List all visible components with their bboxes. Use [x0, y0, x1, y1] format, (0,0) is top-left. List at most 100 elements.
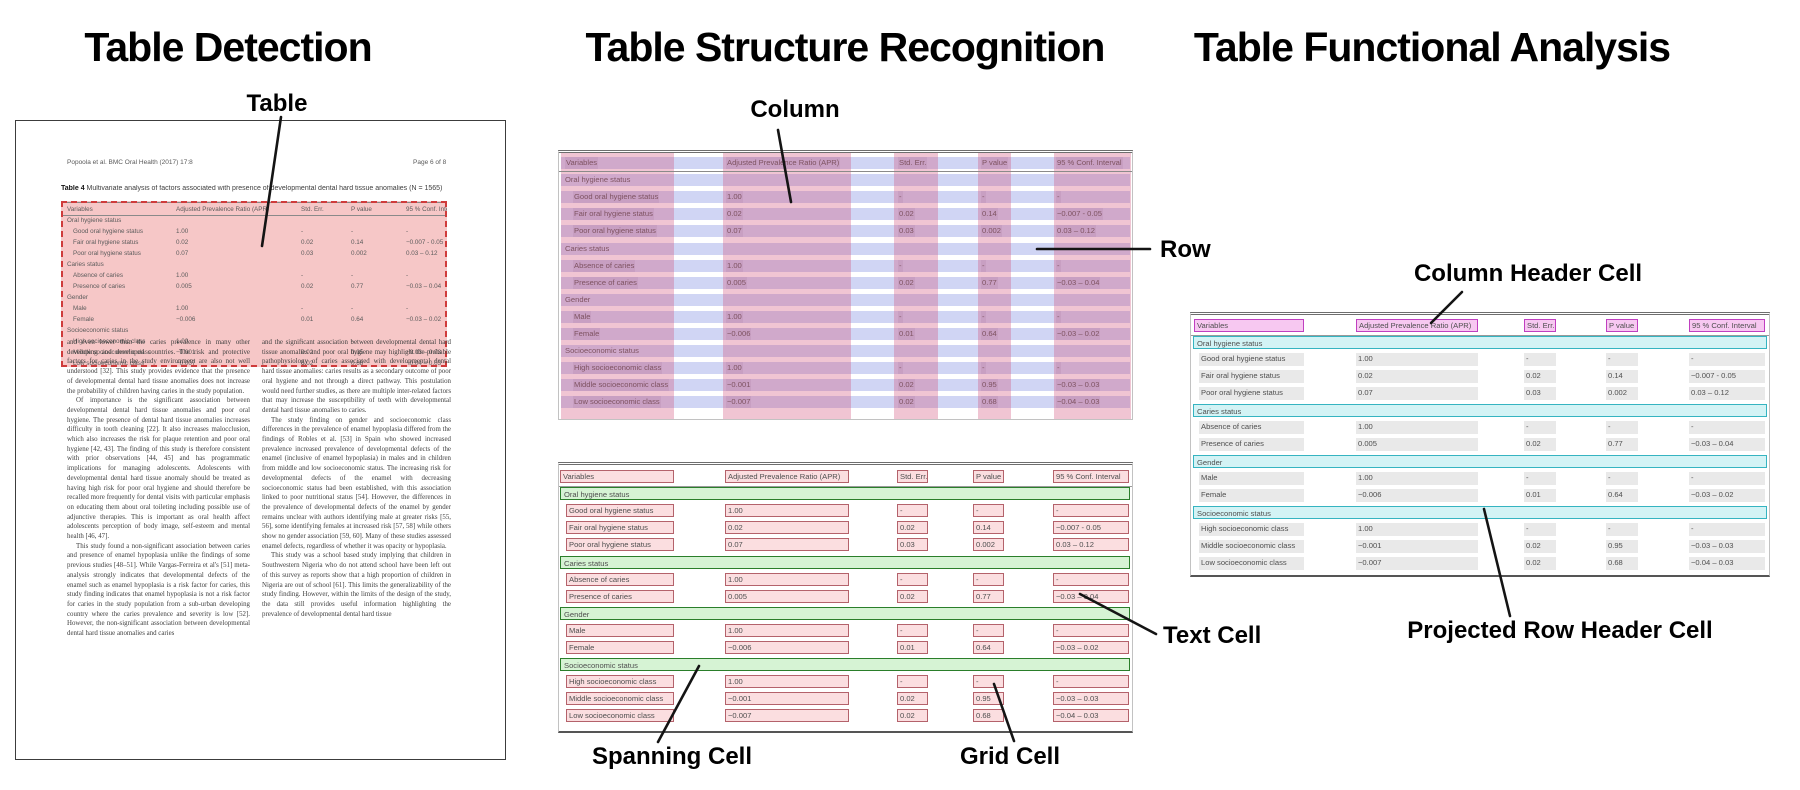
cell-text: 1.00: [176, 272, 189, 279]
cell-text: 0.005: [726, 277, 748, 289]
document-page: Popoola et al. BMC Oral Health (2017) 17…: [15, 120, 506, 760]
grid-cell: 1.00: [725, 624, 849, 637]
table-top-rule: [63, 202, 445, 203]
cell-text: 0.02: [898, 277, 915, 289]
spanning-cell: Gender: [560, 607, 1130, 620]
text-cell: 0.02: [1356, 370, 1478, 383]
table-caption: Table 4 Multivariate analysis of factors…: [61, 185, 453, 192]
text-cell: −0.03 – 0.04: [1689, 438, 1765, 451]
cell-text: −0.04 – 0.03: [406, 360, 442, 367]
cell-text: 0.03 – 0.12: [406, 250, 438, 257]
grid-cell-header: Variables: [560, 470, 674, 483]
section-row-label: Gender: [565, 295, 591, 304]
cell-text: 0.02: [301, 283, 314, 290]
cell-text: High socioeconomic class: [73, 338, 146, 345]
cell-text: −0.001: [726, 379, 752, 391]
grid-cell: −0.001: [725, 692, 849, 705]
grid-cell: 1.00: [725, 504, 849, 517]
cell-text: -: [301, 305, 304, 312]
cell-text: -: [301, 228, 304, 235]
text-cell: 0.02: [1524, 540, 1556, 553]
cell-text: 1.00: [726, 260, 743, 272]
text-cell: -: [1524, 472, 1556, 485]
cell-text: -: [981, 191, 986, 203]
cell-text: High socioeconomic class: [573, 362, 663, 374]
text-cell: −0.007 - 0.05: [1689, 370, 1765, 383]
row-band: [561, 174, 1130, 186]
cell-text: Low socioeconomic class: [573, 396, 661, 408]
text-cell: -: [1689, 523, 1765, 536]
column-band: [723, 153, 851, 419]
text-cell: -: [1606, 472, 1638, 485]
section-row-label: Gender: [67, 294, 89, 301]
cell-text: 0.68: [351, 360, 364, 367]
cell-text: 0.77: [351, 283, 364, 290]
cell-text: Low socioeconomic class: [73, 360, 145, 367]
text-cell: 1.00: [1356, 421, 1478, 434]
label-grid-cell: Grid Cell: [959, 743, 1061, 770]
grid-cell: 0.03: [897, 538, 928, 551]
grid-cell: 0.02: [725, 521, 849, 534]
section-row-label: Oral hygiene status: [565, 175, 631, 184]
text-cell: -: [1524, 523, 1556, 536]
text-cell: Middle socioeconomic class: [1199, 540, 1304, 553]
cell-text: 0.02: [898, 208, 915, 220]
row-band: [561, 379, 1130, 391]
text-cell: 0.02: [1524, 438, 1556, 451]
header-underline: [1191, 335, 1769, 336]
cell-text: -: [351, 272, 354, 279]
text-cell: Absence of caries: [1199, 421, 1304, 434]
grid-cell: 0.68: [973, 709, 1004, 722]
cell-text: 1.00: [726, 362, 743, 374]
grid-cell: −0.04 – 0.03: [1053, 709, 1129, 722]
cell-text: 0.02: [301, 349, 314, 356]
grid-cell: 0.77: [973, 590, 1004, 603]
cell-text: 0.14: [981, 208, 998, 220]
text-cell: 0.95: [1606, 540, 1638, 553]
cell-text: 0.68: [981, 396, 998, 408]
text-cell: -: [1606, 353, 1638, 366]
cell-text: 0.03: [301, 250, 314, 257]
grid-cell: -: [897, 675, 928, 688]
grid-cell: Presence of caries: [566, 590, 674, 603]
cell-text: Fair oral hygiene status: [73, 239, 139, 246]
body-text-left-column: and even lower than the caries prevalenc…: [67, 338, 250, 639]
text-cell: -: [1606, 421, 1638, 434]
cell-text: Poor oral hygiene status: [573, 225, 657, 237]
column-header-text: Variables: [67, 206, 93, 213]
column-header-text: P value: [351, 206, 372, 213]
label-table: Table: [246, 90, 308, 117]
cell-text: -: [301, 338, 304, 345]
cell-text: -: [898, 362, 903, 374]
section-row-label: Caries status: [565, 244, 610, 253]
grid-cell: Male: [566, 624, 674, 637]
grid-cell: 0.005: [725, 590, 849, 603]
grid-cell: 1.00: [725, 573, 849, 586]
cell-text: 0.07: [726, 225, 743, 237]
text-cell: Poor oral hygiene status: [1199, 387, 1304, 400]
row-band: [561, 191, 1130, 203]
cell-text: -: [351, 305, 354, 312]
row-band: [561, 328, 1130, 340]
grid-cell: −0.03 – 0.02: [1053, 641, 1129, 654]
cell-text: 0.02: [301, 360, 314, 367]
column-band: [894, 153, 938, 419]
cell-text: 0.95: [351, 349, 364, 356]
header-underline: [559, 486, 1132, 487]
text-cell: −0.007: [1356, 557, 1478, 570]
text-cell: High socioeconomic class: [1199, 523, 1304, 536]
cell-text: Absence of caries: [573, 260, 636, 272]
cell-text: Female: [73, 316, 94, 323]
cell-text: Middle socioeconomic class: [73, 349, 152, 356]
body-right-paragraph: This study was a school based study impl…: [262, 552, 451, 618]
grid-cell: 0.02: [897, 521, 928, 534]
projected-row-header-cell: Oral hygiene status: [1193, 336, 1767, 349]
grid-cell: 1.00: [725, 675, 849, 688]
text-cell: -: [1689, 421, 1765, 434]
text-cell: 0.07: [1356, 387, 1478, 400]
detected-table-region: Variables Adjusted Prevalence Ratio (APR)…: [61, 201, 447, 367]
cell-text: −0.03 – 0.02: [406, 316, 442, 323]
row-band: [561, 157, 1130, 169]
spanning-cell: Socioeconomic status: [560, 658, 1130, 671]
column-header-cell: Adjusted Prevalence Ratio (APR): [1356, 319, 1478, 332]
